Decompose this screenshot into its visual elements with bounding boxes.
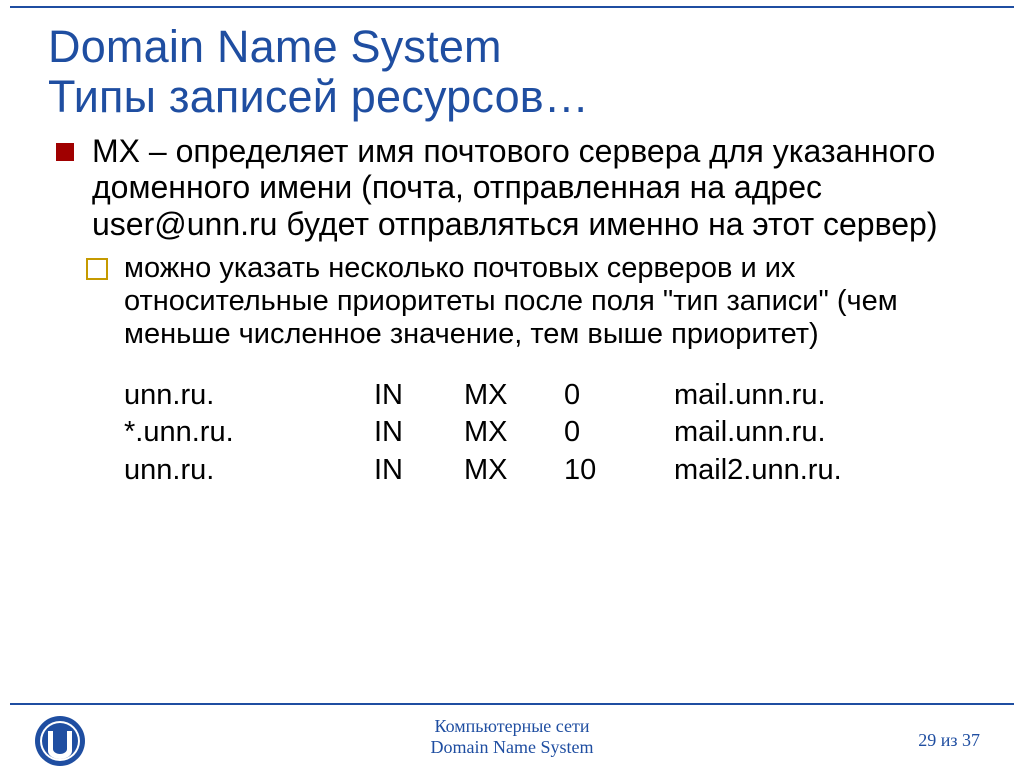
bullet2-text: можно указать несколько почтовых серверо… xyxy=(124,252,898,350)
rec-prio: 0 xyxy=(564,377,674,414)
bullet-level-1: MX – определяет имя почтового сервера дл… xyxy=(52,133,984,242)
rec-type: MX xyxy=(464,377,564,414)
slide-body: MX – определяет имя почтового сервера дл… xyxy=(52,133,984,489)
footer-page-number: 29 из 37 xyxy=(918,730,980,751)
bullet-level-2: можно указать несколько почтовых серверо… xyxy=(84,252,984,351)
dns-record-row: unn.ru. IN MX 0 mail.unn.ru. xyxy=(124,377,984,414)
rec-class: IN xyxy=(374,452,464,489)
dns-record-row: unn.ru. IN MX 10 mail2.unn.ru. xyxy=(124,452,984,489)
rec-prio: 0 xyxy=(564,414,674,451)
dns-record-row: *.unn.ru. IN MX 0 mail.unn.ru. xyxy=(124,414,984,451)
rec-prio: 10 xyxy=(564,452,674,489)
rec-host: mail.unn.ru. xyxy=(674,414,984,451)
footer: Компьютерные сети Domain Name System 29 … xyxy=(0,707,1024,773)
rec-type: MX xyxy=(464,414,564,451)
rec-type: MX xyxy=(464,452,564,489)
title-line-1: Domain Name System xyxy=(48,21,502,72)
rec-class: IN xyxy=(374,414,464,451)
bullet1-text: MX – определяет имя почтового сервера дл… xyxy=(92,133,937,242)
footer-center: Компьютерные сети Domain Name System xyxy=(0,716,1024,759)
rec-name: *.unn.ru. xyxy=(124,414,374,451)
rec-name: unn.ru. xyxy=(124,377,374,414)
footer-line-2: Domain Name System xyxy=(0,737,1024,759)
dns-record-block: unn.ru. IN MX 0 mail.unn.ru. *.unn.ru. I… xyxy=(124,377,984,488)
slide-title: Domain Name System Типы записей ресурсов… xyxy=(48,22,1014,123)
rec-name: unn.ru. xyxy=(124,452,374,489)
content-frame: Domain Name System Типы записей ресурсов… xyxy=(10,6,1014,489)
title-line-2: Типы записей ресурсов… xyxy=(48,71,589,122)
footer-rule xyxy=(10,703,1014,705)
footer-line-1: Компьютерные сети xyxy=(0,716,1024,738)
rec-host: mail.unn.ru. xyxy=(674,377,984,414)
rec-host: mail2.unn.ru. xyxy=(674,452,984,489)
slide: Domain Name System Типы записей ресурсов… xyxy=(0,6,1024,773)
rec-class: IN xyxy=(374,377,464,414)
